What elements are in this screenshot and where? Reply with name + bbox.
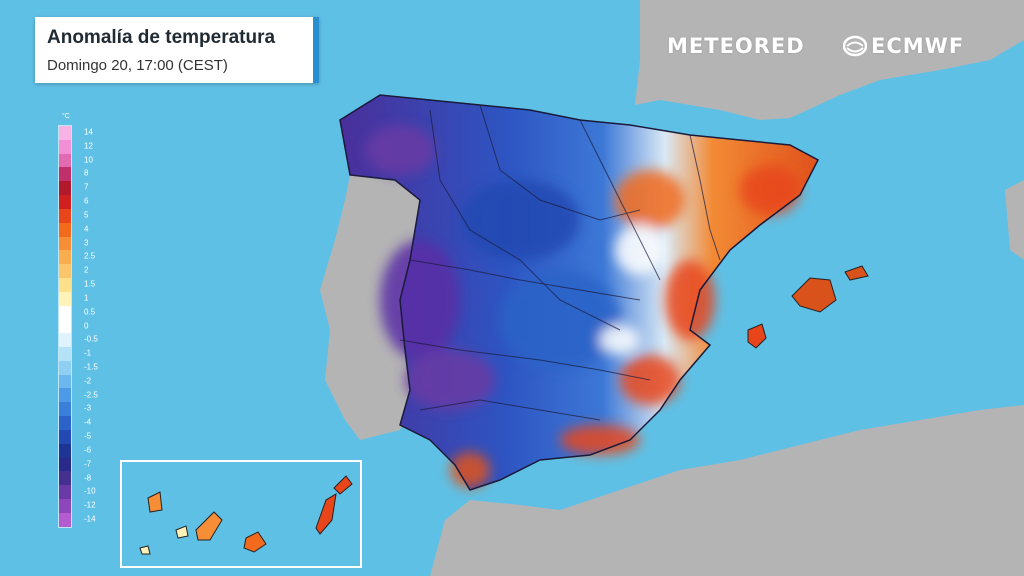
corsica-sardinia-landmass <box>1005 180 1024 260</box>
legend-swatch <box>59 512 71 527</box>
legend-label: -5 <box>84 431 92 441</box>
meteored-logo: METEORED <box>667 34 805 58</box>
legend-label: -7 <box>84 459 92 469</box>
legend-swatch <box>59 195 71 209</box>
legend-swatch <box>59 402 71 417</box>
legend-label: 7 <box>84 182 89 192</box>
legend-label: -12 <box>84 500 96 510</box>
legend-label: 1.5 <box>84 279 96 289</box>
legend-label: 4 <box>84 224 89 234</box>
legend-swatch <box>59 208 71 223</box>
legend-swatch <box>59 291 71 306</box>
legend-label: 0 <box>84 321 89 330</box>
legend-label: -10 <box>84 486 96 496</box>
legend-label: -0.5 <box>84 334 98 344</box>
legend-label: 8 <box>84 168 89 178</box>
legend-label: -14 <box>84 514 96 524</box>
legend-swatch <box>59 374 71 389</box>
ecmwf-wordmark: ECMWF <box>871 34 965 58</box>
legend-swatch <box>59 471 71 486</box>
legend-swatch <box>59 250 71 265</box>
legend-label: 5 <box>84 210 89 220</box>
legend-swatch <box>59 485 71 499</box>
map-subtitle: Domingo 20, 17:00 (CEST) <box>47 57 228 74</box>
legend-label: -3 <box>84 403 92 413</box>
legend-swatch <box>59 347 71 361</box>
ecmwf-swirl-icon <box>843 35 867 57</box>
legend-swatch <box>59 277 71 292</box>
legend-swatch <box>59 457 71 472</box>
legend-unit: °C <box>62 113 70 120</box>
legend-swatch <box>59 264 71 278</box>
legend-swatch <box>59 498 71 513</box>
legend-label: -2 <box>84 376 92 386</box>
legend-swatch <box>59 153 71 168</box>
canary-islands-inset-frame <box>120 460 362 568</box>
legend-swatch <box>59 236 71 251</box>
legend-swatch <box>59 126 71 140</box>
legend-label: 2 <box>84 265 89 275</box>
temperature-legend: °C 14 12 10 8 7 6 5 4 3 2.5 2 1.5 1 0.5 0 -0.5 -1 -1.5 -2 -… <box>58 113 98 528</box>
legend-swatch <box>59 167 71 182</box>
legend-label: 10 <box>84 155 93 165</box>
legend-swatch <box>59 181 71 196</box>
north-africa-landmass <box>430 405 1024 576</box>
balearic-islands <box>747 265 869 349</box>
legend-label: -1 <box>84 348 92 358</box>
legend-swatch <box>59 388 71 403</box>
legend-swatch <box>59 222 71 237</box>
legend-swatch <box>59 429 71 444</box>
legend-label: -8 <box>84 473 92 483</box>
legend-label: 3 <box>84 238 89 248</box>
spain-anomaly-field <box>339 94 820 491</box>
france-landmass <box>635 0 1024 120</box>
legend-label: 14 <box>84 127 93 137</box>
legend-swatch <box>59 333 71 347</box>
canary-islands <box>139 475 353 555</box>
portugal-landmass <box>320 175 420 440</box>
ecmwf-logo: ECMWF <box>843 34 964 58</box>
legend-label: -6 <box>84 445 92 455</box>
legend-label: 2.5 <box>84 251 96 261</box>
legend-label: 6 <box>84 196 89 206</box>
legend-swatch <box>59 319 71 334</box>
legend-swatch <box>59 305 71 320</box>
legend-swatch <box>59 416 71 430</box>
legend-label: 0.5 <box>84 307 96 317</box>
legend-label: 12 <box>84 141 93 151</box>
legend-label: -4 <box>84 417 92 427</box>
map-title: Anomalía de temperatura <box>47 27 276 48</box>
legend-swatch <box>59 443 71 458</box>
legend-label: -2.5 <box>84 390 98 400</box>
legend-swatch <box>59 360 71 375</box>
legend-label: -1.5 <box>84 362 98 372</box>
legend-color-bar <box>58 125 72 528</box>
legend-swatch <box>59 139 71 154</box>
title-card: Anomalía de temperatura Domingo 20, 17:0… <box>35 17 319 83</box>
legend-label: 1 <box>84 293 89 303</box>
